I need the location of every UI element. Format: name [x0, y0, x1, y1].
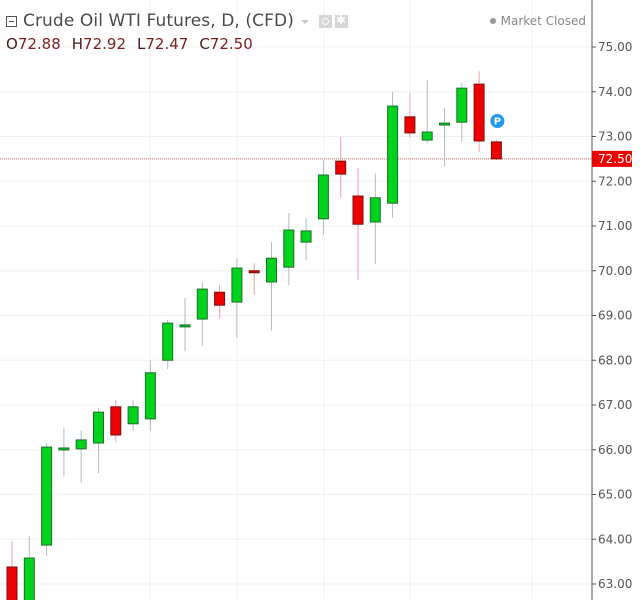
candle-up [144, 360, 156, 431]
open-label: O [6, 35, 18, 53]
status-dot-icon [489, 18, 496, 24]
caret-down-icon[interactable] [300, 20, 309, 24]
ohlc-low: L72.47 [137, 35, 188, 53]
candles [6, 71, 502, 600]
candle-down [6, 541, 18, 600]
candle-up [58, 427, 70, 477]
candle-up [266, 242, 277, 331]
candle-up [93, 408, 104, 474]
candle-down [335, 136, 347, 198]
p-badge[interactable]: P [490, 114, 505, 128]
eye-icon[interactable] [318, 14, 332, 28]
ohlc-high: H72.92 [72, 35, 126, 53]
ohlc-close: C72.50 [199, 35, 252, 53]
candle-up [421, 80, 433, 144]
candle-up [162, 319, 174, 370]
price-tick-label: 75.00 [598, 40, 632, 54]
grid-lines [0, 0, 592, 600]
price-tick-label: 72.00 [598, 174, 632, 188]
title-row: Crude Oil WTI Futures, D, (CFD) [6, 10, 348, 32]
candle-up [231, 258, 243, 338]
candle-down [352, 167, 364, 280]
candle-up [439, 107, 450, 167]
price-tick-label: 64.00 [598, 532, 632, 546]
candle-up [196, 281, 208, 346]
candle-down [214, 285, 226, 319]
svg-text:P: P [494, 117, 501, 128]
candle-up [179, 298, 191, 352]
low-label: L [137, 35, 146, 53]
candle-down [110, 400, 122, 443]
high-value: 72.92 [83, 35, 126, 53]
candle-up [41, 443, 53, 556]
candle-up [23, 536, 35, 600]
candle-down [404, 93, 416, 138]
candle-up [283, 213, 295, 286]
candle-up [387, 91, 399, 218]
candle-down [490, 140, 502, 161]
price-tick-label: 73.00 [598, 130, 632, 144]
chart-legend: Crude Oil WTI Futures, D, (CFD) O72.88 H… [6, 10, 348, 53]
candle-up [127, 400, 139, 431]
candle-up [369, 173, 381, 265]
close-label: C [199, 35, 210, 53]
close-value: 72.50 [209, 35, 253, 53]
high-label: H [71, 35, 84, 53]
candle-up [317, 160, 329, 235]
price-tick-label: 67.00 [598, 398, 632, 412]
price-tick-label: 70.00 [598, 264, 632, 278]
collapse-icon[interactable] [6, 15, 17, 27]
gear-icon[interactable] [334, 13, 348, 28]
market-status-label: Market Closed [500, 14, 586, 28]
symbol-title: Crude Oil WTI Futures, D, (CFD) [23, 11, 294, 31]
price-axis[interactable]: 63.00 64.00 65.00 66.00 67.00 68.00 69.00 70.00… [591, 0, 632, 600]
candle-down [248, 263, 260, 295]
price-tick-label: 69.00 [598, 309, 632, 323]
last-price-label: 72.50 [598, 152, 632, 166]
open-value: 72.88 [17, 35, 61, 53]
candle-up [300, 217, 312, 261]
price-tick-label: 66.00 [598, 443, 632, 457]
price-tick-label: 63.00 [598, 577, 632, 591]
market-status: Market Closed [489, 14, 586, 28]
low-value: 72.47 [145, 35, 189, 53]
candle-up [75, 430, 87, 483]
candle-down [473, 71, 485, 153]
price-tick-label: 68.00 [598, 353, 632, 367]
last-price-tag [592, 150, 632, 167]
price-tick-label: 65.00 [598, 488, 632, 502]
ohlc-values: O72.88 H72.92 L72.47 C72.50 [6, 35, 348, 53]
price-tick-label: 71.00 [598, 219, 632, 233]
candle-up [456, 82, 468, 142]
price-tick-label: 74.00 [598, 85, 632, 99]
ohlc-open: O72.88 [6, 35, 61, 53]
